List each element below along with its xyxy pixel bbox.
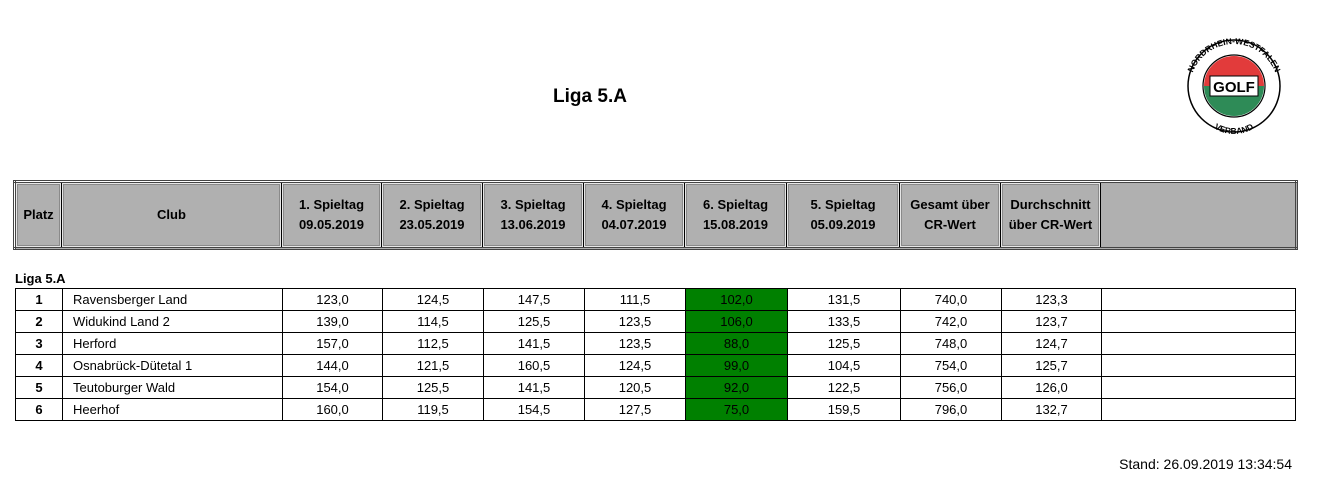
rank-cell: 4: [15, 354, 63, 377]
score-cell: 144,0: [282, 354, 383, 377]
score-cell: 119,5: [382, 398, 484, 421]
header-round-5: 6. Spieltag 15.08.2019: [684, 181, 787, 249]
score-cell: 106,0: [685, 310, 788, 333]
score-cell: 125,5: [787, 332, 901, 355]
logo-center-text: GOLF: [1213, 79, 1255, 96]
empty-cell: [1101, 398, 1296, 421]
score-cell: 154,5: [483, 398, 585, 421]
score-cell: 121,5: [382, 354, 484, 377]
table-row: 2 Widukind Land 2 139,0 114,5 125,5 123,5 106,…: [15, 310, 1296, 333]
header-platz: Platz: [14, 181, 62, 249]
header-round-1: 1. Spieltag 09.05.2019: [281, 181, 382, 249]
score-cell: 139,0: [282, 310, 383, 333]
header-round-4: 4. Spieltag 04.07.2019: [583, 181, 685, 249]
standings-table: 1 Ravensberger Land 123,0 124,5 147,5 111,5 10…: [15, 288, 1296, 421]
score-cell: 123,0: [282, 288, 383, 311]
score-cell: 160,0: [282, 398, 383, 421]
score-cell: 123,5: [584, 332, 686, 355]
page-title: Liga 5.A: [553, 86, 627, 107]
header-average: Durchschnitt über CR-Wert: [1000, 181, 1101, 249]
empty-cell: [1101, 288, 1296, 311]
total-cell: 740,0: [900, 288, 1002, 311]
score-cell: 120,5: [584, 376, 686, 399]
score-cell: 127,5: [584, 398, 686, 421]
table-row: 1 Ravensberger Land 123,0 124,5 147,5 111,5 10…: [15, 288, 1296, 311]
score-cell: 104,5: [787, 354, 901, 377]
club-cell: Widukind Land 2: [62, 310, 283, 333]
score-cell: 131,5: [787, 288, 901, 311]
club-cell: Osnabrück-Dütetal 1: [62, 354, 283, 377]
score-cell: 157,0: [282, 332, 383, 355]
score-cell: 125,5: [483, 310, 585, 333]
total-cell: 796,0: [900, 398, 1002, 421]
score-cell: 147,5: [483, 288, 585, 311]
table-header: Platz Club 1. Spieltag 09.05.2019 2. Spie…: [13, 180, 1298, 250]
empty-cell: [1101, 354, 1296, 377]
average-cell: 124,7: [1001, 332, 1102, 355]
total-cell: 748,0: [900, 332, 1002, 355]
table-row: 5 Teutoburger Wald 154,0 125,5 141,5 120,5 92,…: [15, 376, 1296, 399]
average-cell: 132,7: [1001, 398, 1102, 421]
score-cell: 124,5: [382, 288, 484, 311]
header-club: Club: [61, 181, 282, 249]
table-row: 4 Osnabrück-Dütetal 1 144,0 121,5 160,5 124,5…: [15, 354, 1296, 377]
section-label: Liga 5.A: [15, 271, 66, 286]
club-cell: Herford: [62, 332, 283, 355]
total-cell: 742,0: [900, 310, 1002, 333]
header-round-6: 5. Spieltag 05.09.2019: [786, 181, 900, 249]
club-cell: Heerhof: [62, 398, 283, 421]
rank-cell: 1: [15, 288, 63, 311]
rank-cell: 6: [15, 398, 63, 421]
score-cell: 112,5: [382, 332, 484, 355]
score-cell: 102,0: [685, 288, 788, 311]
score-cell: 160,5: [483, 354, 585, 377]
table-row: 3 Herford 157,0 112,5 141,5 123,5 88,0 125,5 748…: [15, 332, 1296, 355]
score-cell: 141,5: [483, 332, 585, 355]
score-cell: 122,5: [787, 376, 901, 399]
timestamp: Stand: 26.09.2019 13:34:54: [1119, 456, 1292, 472]
total-cell: 756,0: [900, 376, 1002, 399]
score-cell: 133,5: [787, 310, 901, 333]
average-cell: 123,3: [1001, 288, 1102, 311]
header-round-3: 3. Spieltag 13.06.2019: [482, 181, 584, 249]
header-total: Gesamt über CR-Wert: [899, 181, 1001, 249]
score-cell: 75,0: [685, 398, 788, 421]
score-cell: 159,5: [787, 398, 901, 421]
score-cell: 92,0: [685, 376, 788, 399]
score-cell: 124,5: [584, 354, 686, 377]
score-cell: 114,5: [382, 310, 484, 333]
svg-text:VERBAND: VERBAND: [1213, 121, 1255, 134]
rank-cell: 3: [15, 332, 63, 355]
average-cell: 126,0: [1001, 376, 1102, 399]
average-cell: 125,7: [1001, 354, 1102, 377]
score-cell: 111,5: [584, 288, 686, 311]
average-cell: 123,7: [1001, 310, 1102, 333]
empty-cell: [1101, 376, 1296, 399]
empty-cell: [1101, 332, 1296, 355]
rank-cell: 5: [15, 376, 63, 399]
header-empty: [1100, 181, 1297, 249]
logo-bottom-text: VERBAND: [1213, 121, 1255, 134]
club-cell: Teutoburger Wald: [62, 376, 283, 399]
rank-cell: 2: [15, 310, 63, 333]
score-cell: 154,0: [282, 376, 383, 399]
score-cell: 99,0: [685, 354, 788, 377]
total-cell: 754,0: [900, 354, 1002, 377]
table-row: 6 Heerhof 160,0 119,5 154,5 127,5 75,0 159,5 796…: [15, 398, 1296, 421]
score-cell: 125,5: [382, 376, 484, 399]
score-cell: 141,5: [483, 376, 585, 399]
score-cell: 123,5: [584, 310, 686, 333]
golf-verband-logo: GOLF NORDRHEIN-WESTFALEN VERBAND: [1185, 38, 1282, 134]
header-round-2: 2. Spieltag 23.05.2019: [381, 181, 483, 249]
club-cell: Ravensberger Land: [62, 288, 283, 311]
score-cell: 88,0: [685, 332, 788, 355]
empty-cell: [1101, 310, 1296, 333]
